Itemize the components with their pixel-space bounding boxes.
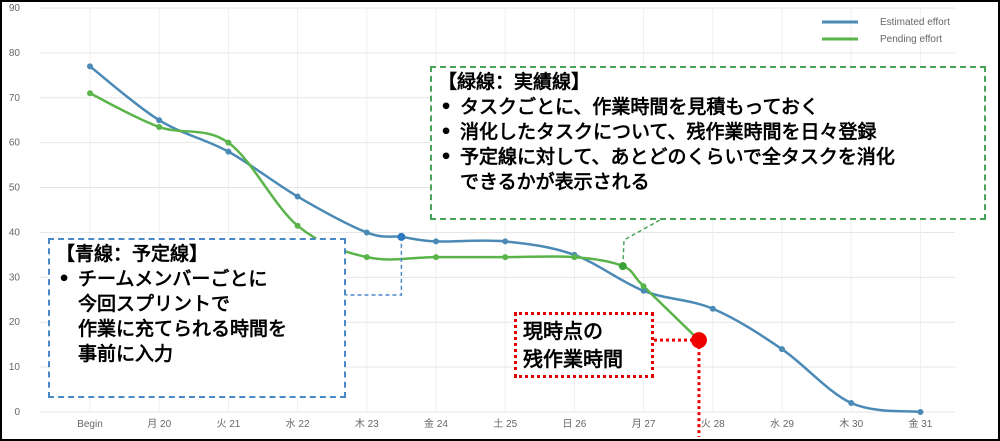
y-tick-label: 50 [9, 183, 21, 194]
red-annotation-line: 現時点の [523, 319, 603, 343]
data-point [848, 400, 855, 407]
blue-annotation-point [397, 232, 406, 241]
data-point [502, 254, 509, 261]
data-point [779, 346, 785, 353]
blue-connector [346, 236, 403, 296]
green-annotation-item: 予定線に対して、あとどのくらいで全タスクを消化 できるかが表示される [438, 145, 978, 195]
legend: Estimated effort Pending effort [822, 17, 950, 45]
x-tick-label: 月 27 [632, 418, 656, 430]
green-connector [622, 219, 661, 267]
y-tick-label: 20 [9, 317, 21, 328]
data-point [363, 229, 370, 236]
x-tick-label: 水 29 [770, 418, 794, 430]
blue-annotation-title: 【青線：予定線】 [56, 243, 209, 265]
y-tick-label: 60 [9, 138, 21, 149]
data-point [156, 123, 163, 130]
current-remaining-point [690, 332, 707, 349]
legend-label: Pending effort [880, 34, 942, 45]
x-tick-label: 土 25 [493, 417, 517, 430]
y-tick-label: 10 [9, 362, 21, 373]
y-tick-label: 0 [14, 407, 20, 418]
data-point [433, 254, 439, 261]
x-tick-label: 月 20 [147, 418, 171, 430]
data-point [571, 254, 578, 261]
data-point [917, 409, 924, 415]
data-point [87, 90, 93, 97]
data-point [294, 222, 301, 229]
data-point [225, 139, 232, 146]
green-annotation-item: 消化したタスクについて、残作業時間を日々登録 [438, 120, 978, 145]
series-points [87, 63, 924, 415]
data-point [640, 287, 647, 294]
green-annotation-point [618, 262, 627, 271]
x-tick-label: 木 23 [355, 418, 379, 430]
data-point [87, 63, 93, 70]
data-point [225, 148, 232, 155]
x-tick-label: Begin [77, 419, 103, 430]
x-tick-label: 火 28 [701, 418, 725, 430]
x-tick-label: 木 30 [839, 418, 863, 430]
blue-line-annotation: 【青線：予定線】 チームメンバーごとに 今回スプリントで 作業に充てられる時間を… [48, 238, 346, 398]
legend-label: Estimated effort [880, 17, 950, 28]
data-point [502, 238, 509, 245]
x-tick-label: 金 31 [908, 417, 932, 430]
pending-effort-line [89, 92, 700, 342]
data-point [640, 283, 647, 290]
y-tick-label: 80 [9, 48, 21, 59]
x-tick-label: 火 21 [216, 418, 240, 430]
data-point [709, 305, 716, 312]
x-tick-label: 日 26 [562, 419, 586, 430]
axes: 0 10 20 30 40 50 60 70 80 90 Begin 月 20 火 21 水 22 木 23… [9, 3, 933, 430]
y-tick-label: 30 [9, 272, 21, 283]
x-tick-label: 金 24 [424, 417, 448, 430]
y-tick-label: 90 [9, 3, 21, 14]
data-point [156, 117, 163, 124]
x-tick-label: 水 22 [286, 418, 310, 430]
y-tick-label: 70 [9, 93, 21, 104]
data-point [294, 193, 301, 200]
data-point [363, 254, 370, 261]
green-annotation-title: 【緑線：実績線】 [438, 71, 591, 93]
data-point [433, 238, 439, 245]
green-line-annotation: 【緑線：実績線】 タスクごとに、作業時間を見積もっておく 消化したタスクについて… [430, 66, 986, 220]
y-tick-label: 40 [9, 227, 21, 238]
red-annotation-line: 残作業時間 [523, 347, 623, 371]
green-annotation-item: タスクごとに、作業時間を見積もっておく [438, 95, 978, 120]
current-remaining-annotation: 現時点の 残作業時間 [514, 312, 654, 378]
blue-annotation-item: チームメンバーごとに 今回スプリントで 作業に充てられる時間を 事前に入力 [56, 267, 338, 367]
